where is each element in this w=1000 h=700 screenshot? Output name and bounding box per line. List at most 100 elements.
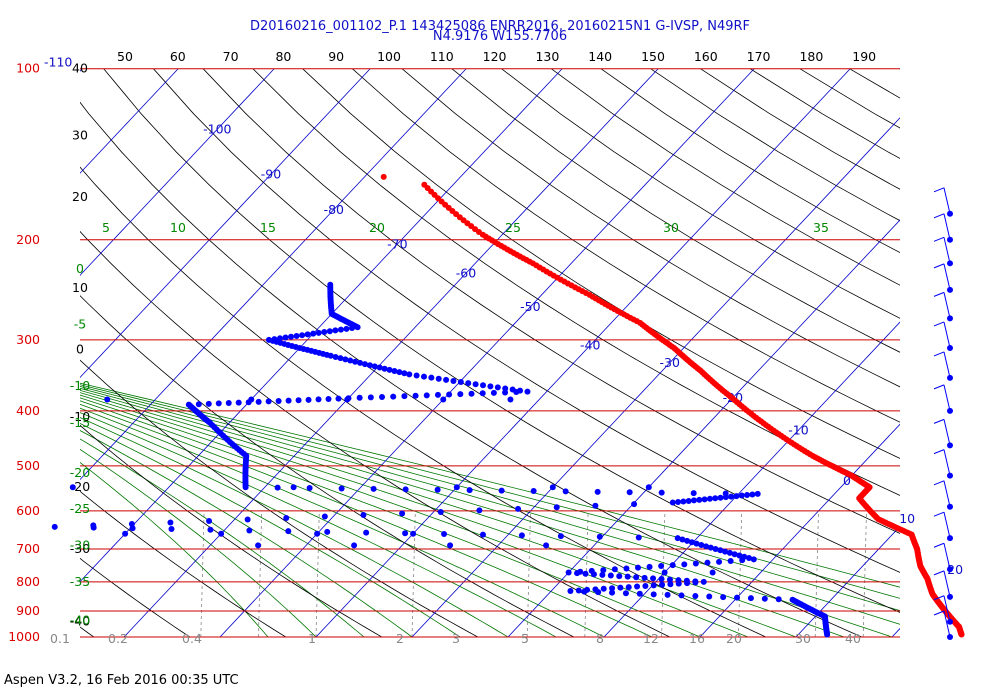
pressure-label: 500	[16, 458, 40, 473]
dewpoint-point	[701, 496, 708, 503]
dewpoint-point	[617, 584, 624, 591]
dewpoint-point	[624, 573, 631, 580]
dewpoint-point	[513, 389, 520, 396]
footer-version-timestamp: Aspen V3.2, 16 Feb 2016 00:35 UTC	[4, 673, 239, 688]
dewpoint-point	[679, 536, 686, 543]
dewpoint-point	[567, 588, 574, 595]
dewpoint-point	[749, 491, 756, 498]
wind-barb-station	[947, 618, 953, 625]
dewpoint-point	[681, 561, 688, 568]
dewpoint-point	[594, 488, 601, 495]
moist-label: -40	[70, 612, 90, 627]
wind-barb-feather	[933, 610, 945, 616]
dewpoint-point	[635, 534, 642, 541]
isotherm-label: -100	[203, 121, 231, 136]
moist-label: -25	[70, 501, 90, 516]
dewpoint-point	[327, 352, 334, 359]
dewpoint-point	[706, 495, 713, 502]
dry-adiabat-line	[80, 101, 862, 637]
dewpoint-point	[625, 584, 632, 591]
pressure-label-extra: -110	[44, 55, 72, 70]
isotherm-label: -80	[324, 202, 344, 217]
dry-adiabat-line	[202, 68, 900, 534]
dry-adiabat-line	[799, 68, 900, 129]
wind-barb-shaft	[943, 419, 951, 446]
dewpoint-point	[381, 365, 388, 372]
mixing-ratio-label: 16	[689, 631, 705, 646]
dewpoint-point	[507, 396, 514, 403]
dewpoint-point	[498, 487, 505, 494]
dewpoint-point	[288, 333, 295, 340]
dewpoint-point	[129, 525, 136, 532]
mixing-ratio-line	[988, 511, 991, 637]
dewpoint-point	[692, 560, 699, 567]
left-temp-label: 20	[72, 189, 88, 204]
isotherm-label: -60	[456, 265, 476, 280]
mixing-ratio-label: 0.1	[50, 631, 70, 646]
dry-adiabat-line	[252, 68, 900, 496]
moist-label: -5	[74, 317, 86, 332]
temperature-point	[958, 631, 965, 638]
moist-adiabat-line	[80, 430, 413, 637]
wind-barb-shaft	[943, 263, 951, 290]
dewpoint-point	[712, 495, 719, 502]
theta-label: 80	[275, 49, 291, 64]
chart-title: D20160216_001102_P.1 143425086 ENRR2016,…	[250, 19, 750, 34]
dewpoint-point	[265, 398, 272, 405]
dewpoint-point	[122, 530, 129, 537]
dewpoint-point	[622, 590, 629, 597]
moist-label-top: 35	[813, 220, 829, 235]
dewpoint-point	[692, 592, 699, 599]
dewpoint-point	[590, 571, 597, 578]
left-temp-label: -40	[70, 614, 90, 629]
dewpoint-point	[709, 569, 716, 576]
dewpoint-point	[315, 329, 322, 336]
dewpoint-point	[215, 400, 222, 407]
left-temp-label: 30	[72, 127, 88, 142]
pressure-label: 900	[16, 603, 40, 618]
moist-adiabat-line	[80, 423, 461, 637]
dewpoint-point	[722, 548, 729, 555]
dewpoint-point	[650, 591, 657, 598]
dewpoint-point	[342, 356, 349, 363]
dewpoint-point	[675, 499, 682, 506]
pressure-label: 1000	[8, 629, 40, 644]
dewpoint-point	[207, 526, 214, 533]
dewpoint-point	[379, 393, 386, 400]
left-temp-label: 10	[72, 280, 88, 295]
dewpoint-point	[707, 544, 714, 551]
dewpoint-point	[299, 332, 306, 339]
dewpoint-point	[633, 574, 640, 581]
dewpoint-point	[434, 486, 441, 493]
dewpoint-point	[479, 390, 486, 397]
dewpoint-point	[347, 357, 354, 364]
dewpoint-point	[609, 585, 616, 592]
dewpoint-point	[225, 400, 232, 407]
dewpoint-point	[600, 567, 607, 574]
isotherm-line	[80, 68, 275, 276]
left-temp-label: 40	[72, 61, 88, 76]
mixing-ratio-label: 2	[396, 631, 404, 646]
mixing-ratio-line	[315, 510, 320, 637]
dewpoint-point	[412, 392, 419, 399]
dewpoint-point	[168, 526, 175, 533]
mixing-ratio-label: 0.2	[108, 631, 128, 646]
dewpoint-point	[553, 504, 560, 511]
pressure-label: 800	[16, 574, 40, 589]
dewpoint-point	[720, 594, 727, 601]
dewpoint-point	[450, 377, 457, 384]
isotherm-line	[80, 68, 563, 583]
mixing-ratio-label: 3	[452, 631, 460, 646]
wind-barb-shaft	[943, 595, 951, 622]
dewpoint-point	[736, 552, 743, 559]
dry-adiabat-line	[401, 68, 900, 388]
dry-adiabats	[80, 68, 900, 637]
dewpoint-point	[255, 542, 262, 549]
theta-label: 110	[430, 49, 454, 64]
dewpoint-point	[332, 353, 339, 360]
dewpoint-point	[734, 594, 741, 601]
wind-barb-shaft	[943, 321, 951, 349]
dewpoint-point	[399, 510, 406, 517]
dewpoint-point	[634, 564, 641, 571]
